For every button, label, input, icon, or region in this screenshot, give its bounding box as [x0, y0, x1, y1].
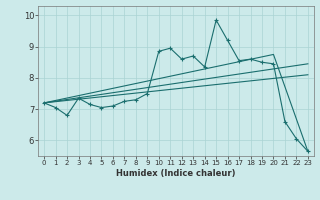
- X-axis label: Humidex (Indice chaleur): Humidex (Indice chaleur): [116, 169, 236, 178]
